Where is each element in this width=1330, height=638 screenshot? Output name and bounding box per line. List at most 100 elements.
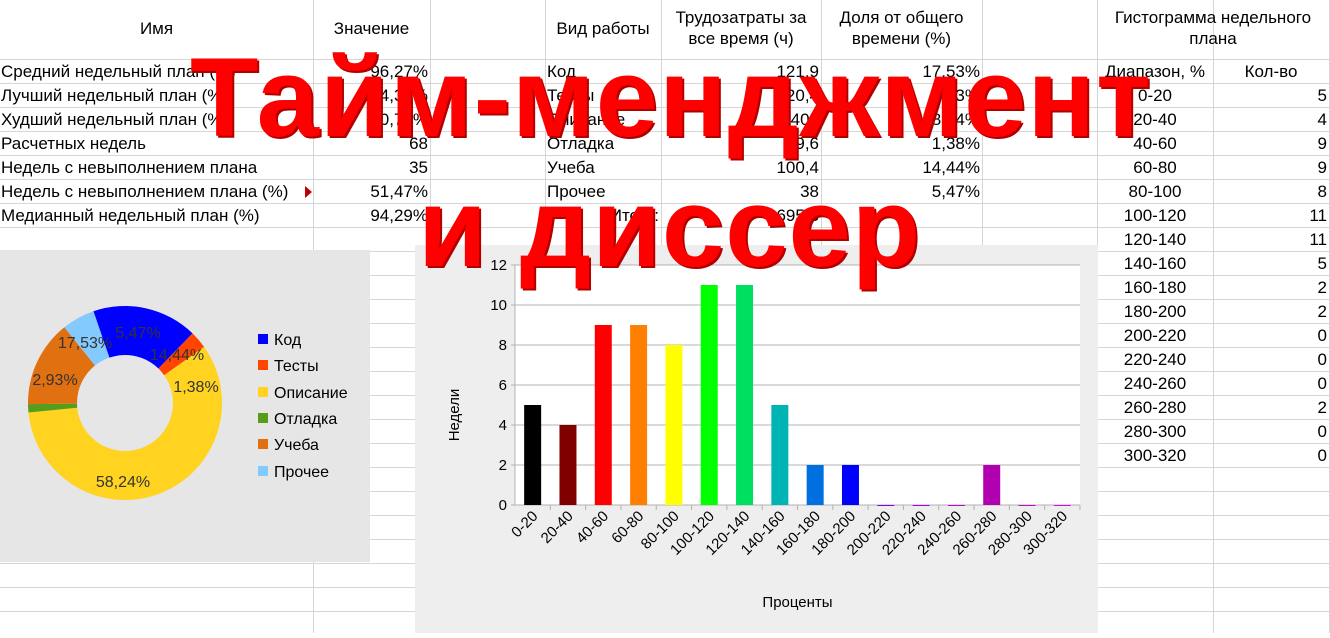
work-row-type[interactable]: Отладка xyxy=(547,134,615,153)
hist-row-count[interactable]: 2 xyxy=(1317,302,1327,321)
work-row-share[interactable]: 17,53% xyxy=(922,62,980,81)
donut-slice[interactable] xyxy=(64,311,110,366)
donut-slice[interactable] xyxy=(28,346,222,500)
hist-row-range[interactable]: 300-320 xyxy=(1123,446,1187,465)
hist-row-count[interactable]: 8 xyxy=(1317,182,1327,201)
work-row-hours[interactable]: 100,4 xyxy=(776,158,819,177)
stats-row-value[interactable]: 94,29% xyxy=(370,206,428,225)
work-row-hours[interactable]: 20,4 xyxy=(785,86,819,105)
work-col-hours-header[interactable]: Трудозатраты за все время (ч) xyxy=(661,7,821,49)
hist-row-count[interactable]: 0 xyxy=(1317,446,1327,465)
legend-item[interactable]: Отладка xyxy=(258,410,337,430)
histogram-bar[interactable] xyxy=(1018,505,1036,506)
stats-col-name-header[interactable]: Имя xyxy=(139,19,174,38)
stats-row-value[interactable]: 35 xyxy=(409,158,428,177)
hist-row-range[interactable]: 100-120 xyxy=(1123,206,1187,225)
stats-row-name[interactable]: Расчетных недель xyxy=(1,134,146,153)
histogram-bar[interactable] xyxy=(524,405,542,505)
donut-slice[interactable] xyxy=(28,403,78,413)
donut-slice[interactable] xyxy=(158,333,205,376)
hist-row-count[interactable]: 5 xyxy=(1317,86,1327,105)
stats-row-name[interactable]: Лучший недельный план (%) xyxy=(1,86,229,105)
hist-row-range[interactable]: 40-60 xyxy=(1133,134,1177,153)
hist-row-count[interactable]: 11 xyxy=(1309,206,1327,225)
hist-row-count[interactable]: 2 xyxy=(1317,278,1327,297)
histogram-bar[interactable] xyxy=(594,325,612,505)
hist-table-title[interactable]: Гистограмма недельного плана xyxy=(1097,7,1329,49)
work-row-share[interactable]: 58,24% xyxy=(922,110,980,129)
hist-row-count[interactable]: 9 xyxy=(1317,158,1327,177)
work-row-share[interactable]: 1,38% xyxy=(931,134,980,153)
work-row-type[interactable]: Тесты xyxy=(547,86,595,105)
histogram-bar[interactable] xyxy=(736,285,754,505)
hist-row-range[interactable]: 180-200 xyxy=(1123,302,1187,321)
donut-slice[interactable] xyxy=(27,327,95,405)
hist-row-count[interactable]: 9 xyxy=(1317,134,1327,153)
work-row-share[interactable]: 14,44% xyxy=(922,158,980,177)
stats-row-name[interactable]: Недель с невыполнением плана (%) xyxy=(1,182,289,201)
histogram-bar[interactable] xyxy=(877,505,895,506)
donut-chart[interactable]: 17,53% 2,93% 58,24% 1,38% 14,44% 5,47% Код Те… xyxy=(0,250,370,562)
hist-col-count-header[interactable]: Кол-во xyxy=(1244,62,1298,81)
legend-item[interactable]: Код xyxy=(258,331,301,351)
hist-row-range[interactable]: 140-160 xyxy=(1123,254,1187,273)
work-row-hours[interactable]: 38 xyxy=(800,182,819,201)
hist-row-count[interactable]: 0 xyxy=(1317,350,1327,369)
hist-row-count[interactable]: 4 xyxy=(1317,110,1327,129)
histogram-bar[interactable] xyxy=(806,465,824,505)
work-row-hours[interactable]: 9,6 xyxy=(795,134,819,153)
hist-row-range[interactable]: 20-40 xyxy=(1133,110,1177,129)
legend-item[interactable]: Учеба xyxy=(258,436,319,456)
work-row-type[interactable]: Код xyxy=(547,62,576,81)
work-row-hours[interactable]: 121,9 xyxy=(776,62,819,81)
histogram-bar[interactable] xyxy=(841,465,859,505)
legend-item[interactable]: Описание xyxy=(258,384,348,404)
hist-row-range[interactable]: 0-20 xyxy=(1137,86,1173,105)
work-row-share[interactable]: 5,47% xyxy=(931,182,980,201)
histogram-bar[interactable] xyxy=(771,405,789,505)
stats-row-name[interactable]: Недель с невыполнением плана xyxy=(1,158,258,177)
stats-row-value[interactable]: 68 xyxy=(409,134,428,153)
hist-row-count[interactable]: 0 xyxy=(1317,374,1327,393)
stats-row-name[interactable]: Средний недельный план (%) xyxy=(1,62,236,81)
legend-item[interactable]: Тесты xyxy=(258,357,319,377)
hist-row-range[interactable]: 280-300 xyxy=(1123,422,1187,441)
histogram-bar[interactable] xyxy=(665,345,683,505)
stats-row-value[interactable]: 96,27% xyxy=(370,62,428,81)
stats-row-name[interactable]: Худший недельный план (%) xyxy=(1,110,229,129)
hist-row-range[interactable]: 80-100 xyxy=(1128,182,1182,201)
hist-row-range[interactable]: 200-220 xyxy=(1123,326,1187,345)
work-total-value[interactable]: 695,3 xyxy=(776,206,819,225)
hist-row-count[interactable]: 11 xyxy=(1309,230,1327,249)
work-col-type-header[interactable]: Вид работы xyxy=(556,19,650,38)
hist-col-range-header[interactable]: Диапазон, % xyxy=(1105,62,1205,81)
histogram-chart[interactable]: 0 2 4 6 8 10 12 0-20 20-40 40-60 60-80 80-100 100-12… xyxy=(415,245,1098,633)
histogram-bar[interactable] xyxy=(700,285,718,505)
work-row-share[interactable]: 2,93% xyxy=(931,86,980,105)
work-row-hours[interactable]: 405 xyxy=(790,110,819,129)
legend-item[interactable]: Прочее xyxy=(258,463,329,483)
hist-row-range[interactable]: 160-180 xyxy=(1123,278,1187,297)
stats-row-value[interactable]: 0,72% xyxy=(379,110,428,129)
histogram-bar[interactable] xyxy=(630,325,648,505)
hist-row-count[interactable]: 0 xyxy=(1317,422,1327,441)
hist-row-range[interactable]: 260-280 xyxy=(1123,398,1187,417)
work-row-type[interactable]: Прочее xyxy=(547,182,606,201)
hist-row-count[interactable]: 5 xyxy=(1317,254,1327,273)
hist-row-range[interactable]: 120-140 xyxy=(1123,230,1187,249)
stats-row-value[interactable]: 51,47% xyxy=(370,182,428,201)
histogram-bar[interactable] xyxy=(912,505,930,506)
hist-row-range[interactable]: 60-80 xyxy=(1133,158,1177,177)
histogram-bar[interactable] xyxy=(947,505,965,506)
donut-slice[interactable] xyxy=(93,306,193,369)
histogram-bar[interactable] xyxy=(1053,505,1071,506)
hist-row-count[interactable]: 0 xyxy=(1317,326,1327,345)
hist-row-range[interactable]: 220-240 xyxy=(1123,350,1187,369)
hist-row-range[interactable]: 240-260 xyxy=(1123,374,1187,393)
work-total-label[interactable]: Итого: xyxy=(609,206,659,225)
stats-col-value-header[interactable]: Значение xyxy=(333,19,410,38)
work-col-share-header[interactable]: Доля от общего времени (%) xyxy=(821,7,982,49)
histogram-bar[interactable] xyxy=(559,425,577,505)
hist-row-count[interactable]: 2 xyxy=(1317,398,1327,417)
stats-row-value[interactable]: 274,34% xyxy=(360,86,428,105)
